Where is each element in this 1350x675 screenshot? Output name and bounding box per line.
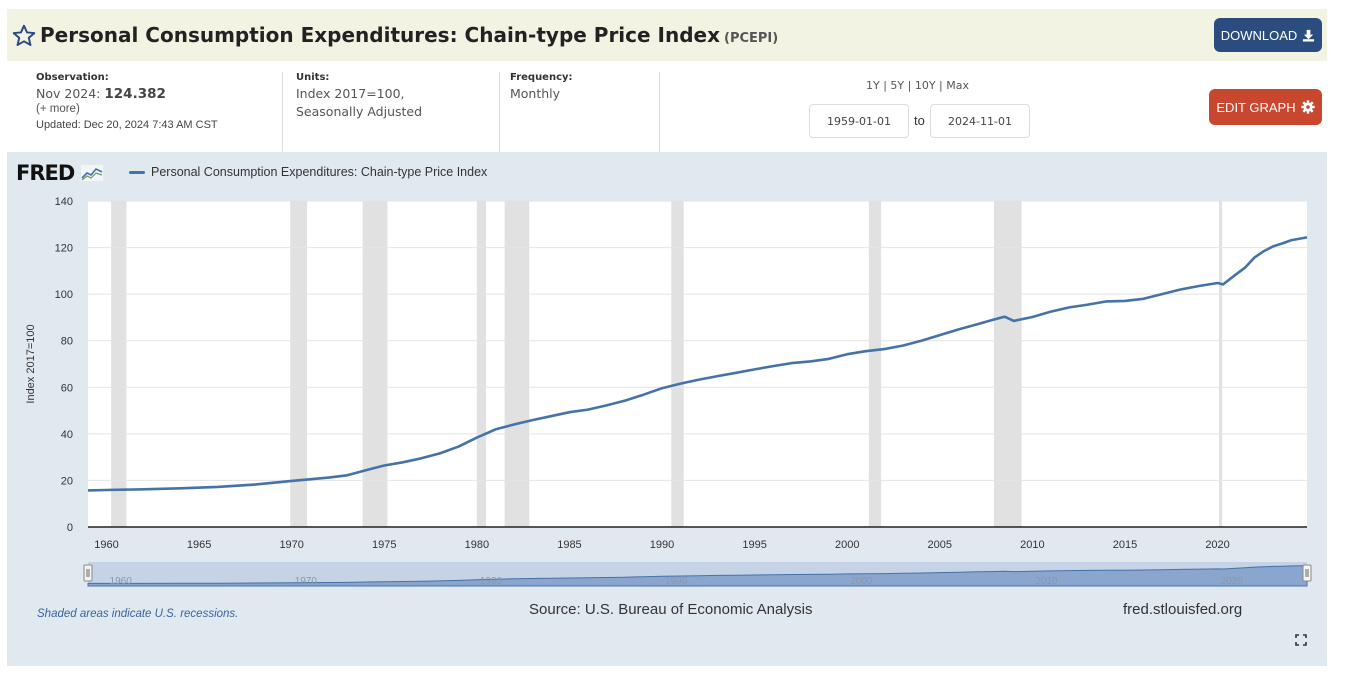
recession-band — [671, 201, 684, 527]
more-link[interactable]: (+ more) — [36, 103, 80, 115]
download-button[interactable]: DOWNLOAD — [1214, 18, 1322, 52]
recession-band — [868, 201, 882, 527]
updated-value: Dec 20, 2024 7:43 AM CST — [83, 119, 218, 131]
recession-band — [111, 201, 127, 527]
fred-logo-text: FRED — [16, 161, 75, 185]
observation-label: Observation: — [36, 72, 109, 83]
gear-icon — [1300, 100, 1315, 114]
y-tick-label: 0 — [67, 522, 73, 534]
units-line1: Index 2017=100, — [296, 86, 405, 101]
recession-band — [1219, 201, 1223, 527]
source-text: Source: U.S. Bureau of Economic Analysis — [529, 601, 813, 618]
series-id: (PCEPI) — [724, 31, 779, 46]
x-tick-label: 2010 — [1020, 539, 1044, 551]
y-axis-title: Index 2017=100 — [25, 324, 37, 403]
x-tick-label: 1960 — [94, 539, 118, 551]
star-icon[interactable] — [11, 23, 37, 49]
plot-background — [88, 201, 1307, 527]
navigator-handle[interactable] — [1302, 564, 1312, 582]
x-tick-label: 1985 — [557, 539, 581, 551]
x-tick-label: 2020 — [1205, 539, 1229, 551]
site-url[interactable]: fred.stlouisfed.org — [1123, 601, 1243, 618]
y-tick-label: 140 — [55, 196, 73, 208]
download-icon — [1303, 29, 1315, 42]
legend-label: Personal Consumption Expenditures: Chain… — [151, 165, 488, 179]
navigator-handle[interactable] — [83, 564, 93, 582]
observation-date: Nov 2024: — [36, 86, 101, 101]
recession-band — [504, 201, 530, 527]
frequency-panel: Frequency: Monthly — [510, 72, 660, 152]
navigator-area — [87, 565, 1308, 587]
end-date-input[interactable]: 2024-11-01 — [930, 104, 1030, 138]
page-title: Personal Consumption Expenditures: Chain… — [40, 23, 778, 47]
units-label: Units: — [296, 72, 330, 83]
range-selector: 1Y | 5Y | 10Y | Max — [866, 79, 970, 92]
divider — [282, 72, 283, 152]
series-line — [87, 236, 1308, 492]
recession-band — [290, 201, 308, 527]
navigator-tick-label: 1960 — [110, 576, 133, 587]
x-tick-label: 1990 — [650, 539, 674, 551]
graph-area: 0 20 40 60 80 100 120 140 1960 1965 1970 1975 1980 19… — [7, 152, 1327, 666]
y-tick-label: 100 — [55, 289, 73, 301]
y-tick-label: 80 — [61, 336, 73, 348]
x-tick-label: 2000 — [835, 539, 859, 551]
x-tick-label: 2015 — [1113, 539, 1137, 551]
download-label: DOWNLOAD — [1220, 27, 1298, 43]
start-date-input[interactable]: 1959-01-01 — [809, 104, 909, 138]
fred-logo: FRED — [16, 161, 103, 185]
units-panel: Units: Index 2017=100, Seasonally Adjust… — [296, 72, 500, 152]
recession-band — [993, 201, 1022, 527]
observation-panel: Observation: Nov 2024: 124.382 (+ more) … — [36, 72, 500, 152]
series-title: Personal Consumption Expenditures: Chain… — [40, 23, 721, 47]
range-5y[interactable]: 5Y — [890, 79, 905, 92]
range-max[interactable]: Max — [946, 79, 970, 92]
fred-logo-chart-icon — [80, 165, 103, 181]
x-tick-label: 1965 — [187, 539, 211, 551]
edit-graph-label: EDIT GRAPH — [1216, 99, 1296, 115]
updated-label: Updated: — [36, 119, 81, 131]
frequency-label: Frequency: — [510, 72, 573, 83]
fullscreen-icon[interactable] — [1295, 634, 1307, 646]
units-line2: Seasonally Adjusted — [296, 104, 423, 119]
navigator-tick-label: 1990 — [665, 576, 688, 587]
navigator-tick-label: 2020 — [1221, 576, 1244, 587]
y-tick-label: 120 — [55, 243, 73, 255]
x-tick-label: 1975 — [372, 539, 396, 551]
legend-swatch — [129, 170, 145, 174]
recession-band — [362, 201, 388, 527]
frequency-value: Monthly — [510, 86, 561, 101]
range-1y[interactable]: 1Y — [866, 79, 880, 92]
observation-value: 124.382 — [104, 86, 166, 102]
y-tick-label: 40 — [61, 429, 73, 441]
navigator-tick-label: 2010 — [1035, 576, 1058, 587]
x-tick-label: 1995 — [742, 539, 766, 551]
navigator-tick-label: 1980 — [480, 576, 503, 587]
navigator-tick-label: 1970 — [295, 576, 318, 587]
edit-graph-button[interactable]: EDIT GRAPH — [1209, 89, 1322, 125]
y-tick-label: 60 — [61, 382, 73, 394]
chart[interactable]: 0 20 40 60 80 100 120 140 1960 1965 1970 1975 1980 19… — [7, 152, 1327, 666]
x-tick-label: 2005 — [928, 539, 952, 551]
recession-note: Shaded areas indicate U.S. recessions. — [37, 608, 239, 620]
chart-legend: Personal Consumption Expenditures: Chain… — [129, 165, 487, 179]
y-tick-label: 20 — [61, 475, 73, 487]
recession-band — [476, 201, 487, 527]
x-tick-label: 1980 — [465, 539, 489, 551]
x-tick-label: 1970 — [279, 539, 303, 551]
to-label: to — [914, 113, 925, 128]
navigator-tick-label: 2000 — [850, 576, 873, 587]
range-10y[interactable]: 10Y — [914, 79, 936, 92]
series-header: Personal Consumption Expenditures: Chain… — [7, 9, 1327, 61]
